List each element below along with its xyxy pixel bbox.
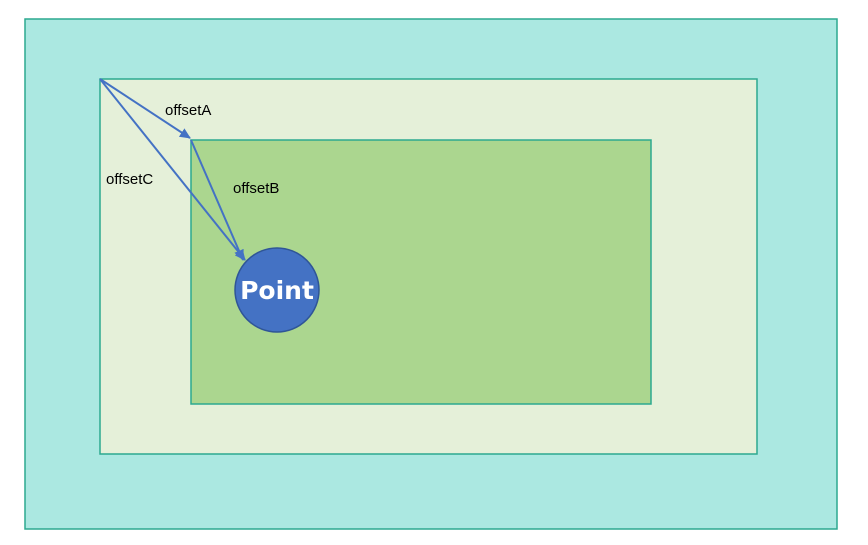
offset-c-label: offsetC	[106, 171, 153, 188]
offset-a-label: offsetA	[165, 102, 211, 119]
offset-a-arrow	[99, 78, 191, 139]
point-circle	[234, 247, 320, 333]
offset-c-arrow	[99, 78, 246, 261]
offset-b-label: offsetB	[233, 180, 279, 197]
offset-b-arrow	[190, 139, 244, 261]
point-label: Point	[240, 276, 314, 305]
